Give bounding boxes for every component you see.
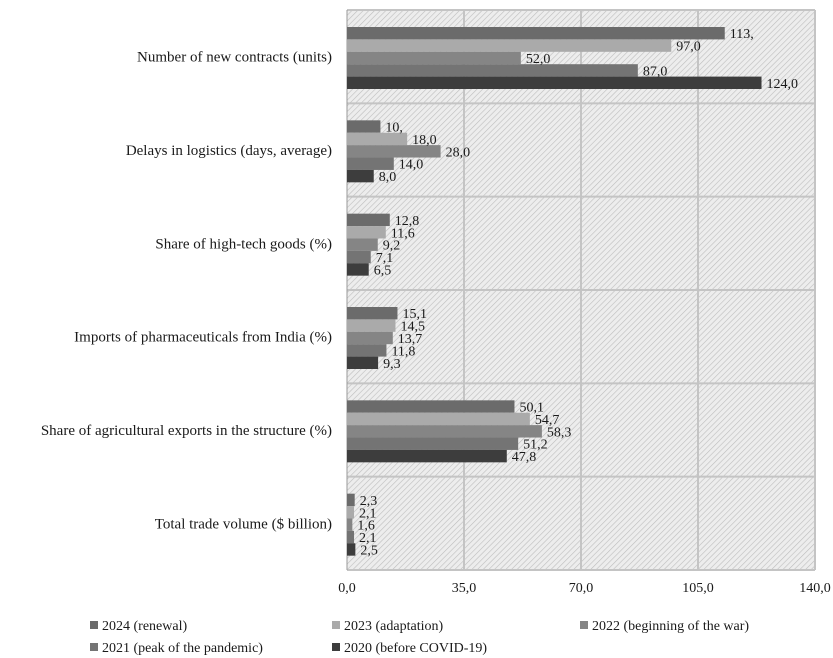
value-label: 14,5 <box>400 320 425 335</box>
legend-label: 2022 (beginning of the war) <box>592 619 749 634</box>
bar <box>347 449 507 463</box>
value-label: 12,8 <box>395 214 420 229</box>
value-label: 2,3 <box>360 494 378 509</box>
bar <box>347 169 374 183</box>
category-label: Total trade volume ($ billion) <box>155 516 332 532</box>
legend-label: 2020 (before COVID-19) <box>344 641 487 656</box>
category-label: Share of agricultural exports in the str… <box>41 423 332 439</box>
value-label: 2,5 <box>360 543 378 558</box>
value-label: 1,6 <box>357 519 375 534</box>
x-tick-label: 140,0 <box>799 581 831 596</box>
value-label: 54,7 <box>535 413 560 428</box>
bar <box>347 238 378 251</box>
category-labels: Number of new contracts (units) Delays in… <box>41 50 332 533</box>
bar <box>347 226 386 239</box>
bar <box>347 120 381 133</box>
bar <box>347 356 379 369</box>
bars <box>347 27 762 556</box>
bar <box>347 307 398 320</box>
value-label: 2,1 <box>359 506 377 521</box>
legend-label: 2021 (peak of the pandemic) <box>102 641 263 656</box>
bar <box>347 319 396 332</box>
value-label: 11,8 <box>391 344 415 359</box>
value-label: 10, <box>385 121 403 136</box>
value-label: 97,0 <box>676 40 701 55</box>
bar <box>347 331 393 345</box>
legend: 2024 (renewal) 2023 (adaptation) 2022 (beg… <box>90 619 749 656</box>
value-label: 2,1 <box>359 531 377 546</box>
bar <box>347 344 387 357</box>
bar <box>347 51 521 65</box>
x-tick-label: 105,0 <box>682 581 714 596</box>
value-label: 52,0 <box>526 52 551 67</box>
value-label: 7,1 <box>376 251 394 266</box>
bar <box>347 132 408 146</box>
bar <box>347 27 725 40</box>
value-label: 51,2 <box>523 438 548 453</box>
category-label: Delays in logistics (days, average) <box>126 143 332 159</box>
legend-label: 2023 (adaptation) <box>344 619 443 634</box>
value-label: 6,5 <box>374 263 392 278</box>
legend-swatch <box>90 621 98 629</box>
gridlines <box>346 9 816 571</box>
value-label: 15,1 <box>402 307 427 322</box>
bar <box>347 76 762 89</box>
bar <box>347 425 542 438</box>
value-label: 9,3 <box>383 357 401 372</box>
value-label: 9,2 <box>383 239 401 254</box>
value-label: 14,0 <box>399 158 424 173</box>
value-label: 18,0 <box>412 133 437 148</box>
x-tick-label: 70,0 <box>569 581 594 596</box>
bar <box>347 145 441 158</box>
bar <box>347 157 394 170</box>
legend-swatch <box>580 621 588 629</box>
bar <box>347 412 530 426</box>
value-label: 87,0 <box>643 64 668 79</box>
bar <box>347 64 638 77</box>
bar <box>347 39 672 52</box>
value-label: 28,0 <box>446 145 471 160</box>
value-label: 50,1 <box>519 401 544 416</box>
bar <box>347 250 371 264</box>
value-label: 8,0 <box>379 170 397 185</box>
x-axis-tick-labels: 0,0 35,0 70,0 105,0 140,0 <box>338 581 831 596</box>
legend-label: 2024 (renewal) <box>102 619 187 634</box>
bar <box>347 543 356 556</box>
value-labels: 113, 97,0 52,0 87,0 124,0 10, 18,0 28,0 14,08,0 1… <box>357 27 798 558</box>
category-label: Share of high-tech goods (%) <box>155 236 332 252</box>
legend-swatch <box>332 643 340 651</box>
category-label: Number of new contracts (units) <box>137 50 332 66</box>
x-tick-label: 0,0 <box>338 581 356 596</box>
bar <box>347 400 515 413</box>
value-label: 124,0 <box>767 77 799 92</box>
value-label: 113, <box>730 27 754 42</box>
value-label: 13,7 <box>398 332 423 347</box>
category-label: Imports of pharmaceuticals from India (%… <box>74 330 332 346</box>
bar <box>347 530 355 544</box>
value-label: 58,3 <box>547 425 572 440</box>
value-label: 11,6 <box>391 226 415 241</box>
bar <box>347 506 355 519</box>
x-tick-label: 35,0 <box>452 581 477 596</box>
legend-swatch <box>332 621 340 629</box>
bar <box>347 213 390 227</box>
bar <box>347 518 353 531</box>
value-label: 47,8 <box>512 450 537 465</box>
legend-swatch <box>90 643 98 651</box>
bar <box>347 263 369 276</box>
bar <box>347 493 355 507</box>
bar <box>347 437 519 450</box>
